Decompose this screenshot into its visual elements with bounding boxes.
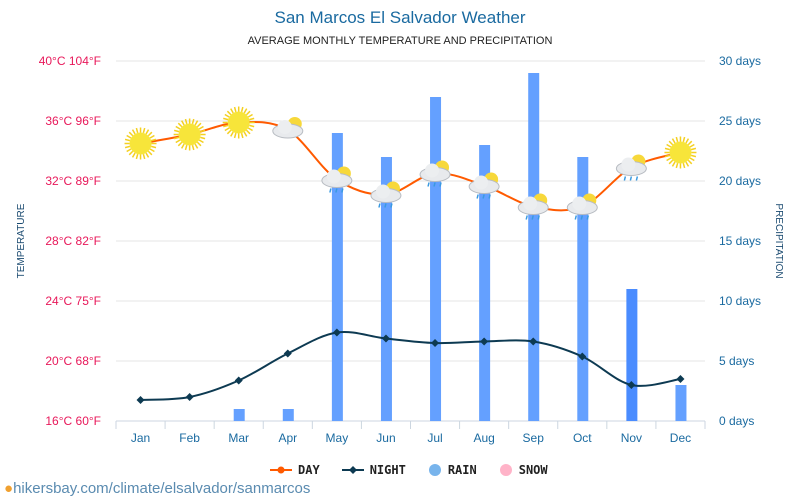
rain-drops — [476, 194, 491, 199]
x-tick-label: Nov — [621, 431, 642, 445]
sun-disc — [669, 141, 692, 164]
sun-rays — [124, 127, 157, 160]
right-tick-label: 15 days — [719, 234, 761, 248]
cloud-puff — [375, 184, 390, 199]
legend: DAY NIGHT RAIN SNOW — [270, 463, 548, 477]
chart-subtitle: AVERAGE MONTHLY TEMPERATURE AND PRECIPIT… — [247, 35, 553, 47]
left-tick-label: 20°C 68°F — [45, 354, 101, 368]
sun-rays — [664, 136, 697, 169]
x-tick-label: Jan — [131, 431, 150, 445]
x-tick-label: Apr — [278, 431, 297, 445]
x-tick-label: Feb — [179, 431, 200, 445]
right-tick-label: 20 days — [719, 174, 761, 188]
chart-title: San Marcos El Salvador Weather — [274, 8, 526, 27]
night-point — [381, 334, 390, 343]
rain-bar — [577, 157, 589, 421]
cloud-puff — [277, 120, 292, 134]
rain-drops — [574, 215, 590, 220]
rain-bar — [233, 409, 245, 421]
cloud-puff — [474, 175, 489, 190]
right-tick-label: 25 days — [719, 114, 761, 128]
legend-snow-label: SNOW — [518, 463, 548, 477]
rain-drops — [378, 203, 393, 208]
left-tick-label: 40°C 104°F — [39, 54, 101, 68]
legend-snow[interactable]: SNOW — [499, 463, 548, 477]
rain-bar — [528, 73, 540, 421]
x-tick-label: Mar — [228, 431, 249, 445]
x-tick-label: Sep — [523, 431, 545, 445]
x-tick-label: Jun — [376, 431, 395, 445]
rain-bar — [675, 385, 687, 421]
left-tick-label: 28°C 82°F — [45, 234, 101, 248]
legend-night-label: NIGHT — [369, 463, 406, 477]
left-tick-label: 24°C 75°F — [45, 294, 101, 308]
left-tick-label: 16°C 60°F — [45, 414, 101, 428]
cloud-puff — [572, 196, 587, 211]
rain-drops — [525, 215, 540, 220]
rain-bar — [479, 145, 491, 421]
cloud-puff — [523, 196, 538, 211]
night-point — [332, 328, 341, 337]
night-point — [627, 381, 636, 389]
night-point — [578, 352, 587, 361]
right-tick-label: 30 days — [719, 54, 761, 68]
night-point — [431, 339, 440, 347]
location-pin-icon: ● — [4, 480, 14, 497]
night-point — [136, 396, 145, 404]
x-tick-label: Dec — [670, 431, 691, 445]
rain-bar — [282, 409, 294, 421]
cloud-puff — [326, 169, 341, 184]
sun-rays — [173, 118, 206, 151]
rain-drops — [427, 182, 442, 187]
legend-day[interactable]: DAY — [270, 463, 320, 477]
rain-drops — [623, 176, 639, 181]
legend-day-label: DAY — [298, 463, 320, 477]
x-tick-label: Jul — [427, 431, 442, 445]
legend-night[interactable]: NIGHT — [341, 463, 406, 477]
right-tick-label: 5 days — [719, 354, 754, 368]
night-point — [234, 376, 243, 385]
rain-bar — [331, 133, 343, 421]
rain-drops — [329, 188, 344, 193]
left-tick-label: 36°C 96°F — [45, 114, 101, 128]
sun-disc — [227, 111, 250, 134]
legend-rain[interactable]: RAIN — [428, 463, 477, 477]
night-point — [529, 337, 538, 346]
source-url: hikersbay.com/climate/elsalvador/sanmarc… — [13, 480, 311, 497]
sun-disc — [178, 123, 201, 146]
night-point — [283, 349, 292, 358]
night-line — [140, 330, 681, 401]
source-link[interactable]: ●hikersbay.com/climate/elsalvador/sanmar… — [4, 480, 310, 497]
night-point — [676, 375, 685, 383]
y-axis-label-left: TEMPERATURE — [16, 203, 27, 278]
night-point — [480, 337, 489, 346]
sun-disc — [129, 132, 152, 155]
right-tick-label: 10 days — [719, 294, 761, 308]
x-tick-label: May — [326, 431, 349, 445]
x-tick-label: Aug — [473, 431, 494, 445]
cloud-puff — [425, 163, 440, 178]
x-tick-label: Oct — [573, 431, 592, 445]
day-line — [140, 121, 681, 212]
legend-rain-label: RAIN — [447, 463, 477, 477]
sun-rays — [222, 106, 255, 139]
rain-bar — [626, 289, 638, 421]
right-tick-label: 0 days — [719, 414, 754, 428]
rain-bar — [380, 157, 392, 421]
rain-bar — [430, 97, 442, 421]
y-axis-label-right: PRECIPITATION — [773, 203, 784, 278]
cloud-puff — [621, 157, 636, 172]
left-tick-label: 32°C 89°F — [45, 174, 101, 188]
night-point — [185, 393, 194, 401]
